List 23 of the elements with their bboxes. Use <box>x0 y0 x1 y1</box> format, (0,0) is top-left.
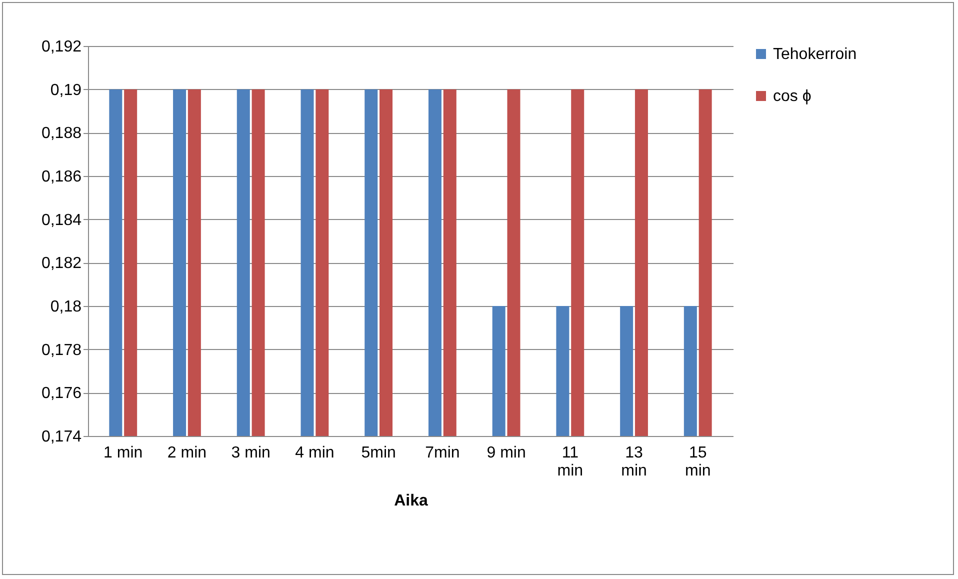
y-tick-label: 0,186 <box>41 168 82 186</box>
y-tick-label: 0,19 <box>50 82 82 99</box>
x-tick-label: 3 min <box>231 444 270 462</box>
x-tick-label: 15 min <box>684 444 711 480</box>
legend-label: Tehokerroin <box>773 46 857 63</box>
y-tick-label: 0,176 <box>41 385 82 402</box>
x-tick-label: 11 min <box>557 444 584 480</box>
x-tick-label: 2 min <box>167 444 207 462</box>
y-tick-label: 0,18 <box>50 298 82 316</box>
y-tick-label: 0,178 <box>41 342 82 359</box>
x-tick-label: 4 min <box>295 444 334 462</box>
x-tick-label: 13 min <box>621 444 647 480</box>
y-tick-label: 0,184 <box>41 212 82 229</box>
x-axis-title: Aika <box>394 492 428 510</box>
y-tick-label: 0,182 <box>41 255 82 272</box>
x-tick-label: 1 min <box>104 444 143 462</box>
x-tick-label: 7min <box>425 444 460 462</box>
y-tick-label: 0,188 <box>41 125 82 142</box>
y-tick-label: 0,174 <box>41 428 82 446</box>
x-tick-label: 5min <box>361 444 396 462</box>
y-tick-label: 0,192 <box>41 38 82 56</box>
x-tick-label: 9 min <box>486 444 526 462</box>
legend-label: cos ϕ <box>773 88 812 105</box>
